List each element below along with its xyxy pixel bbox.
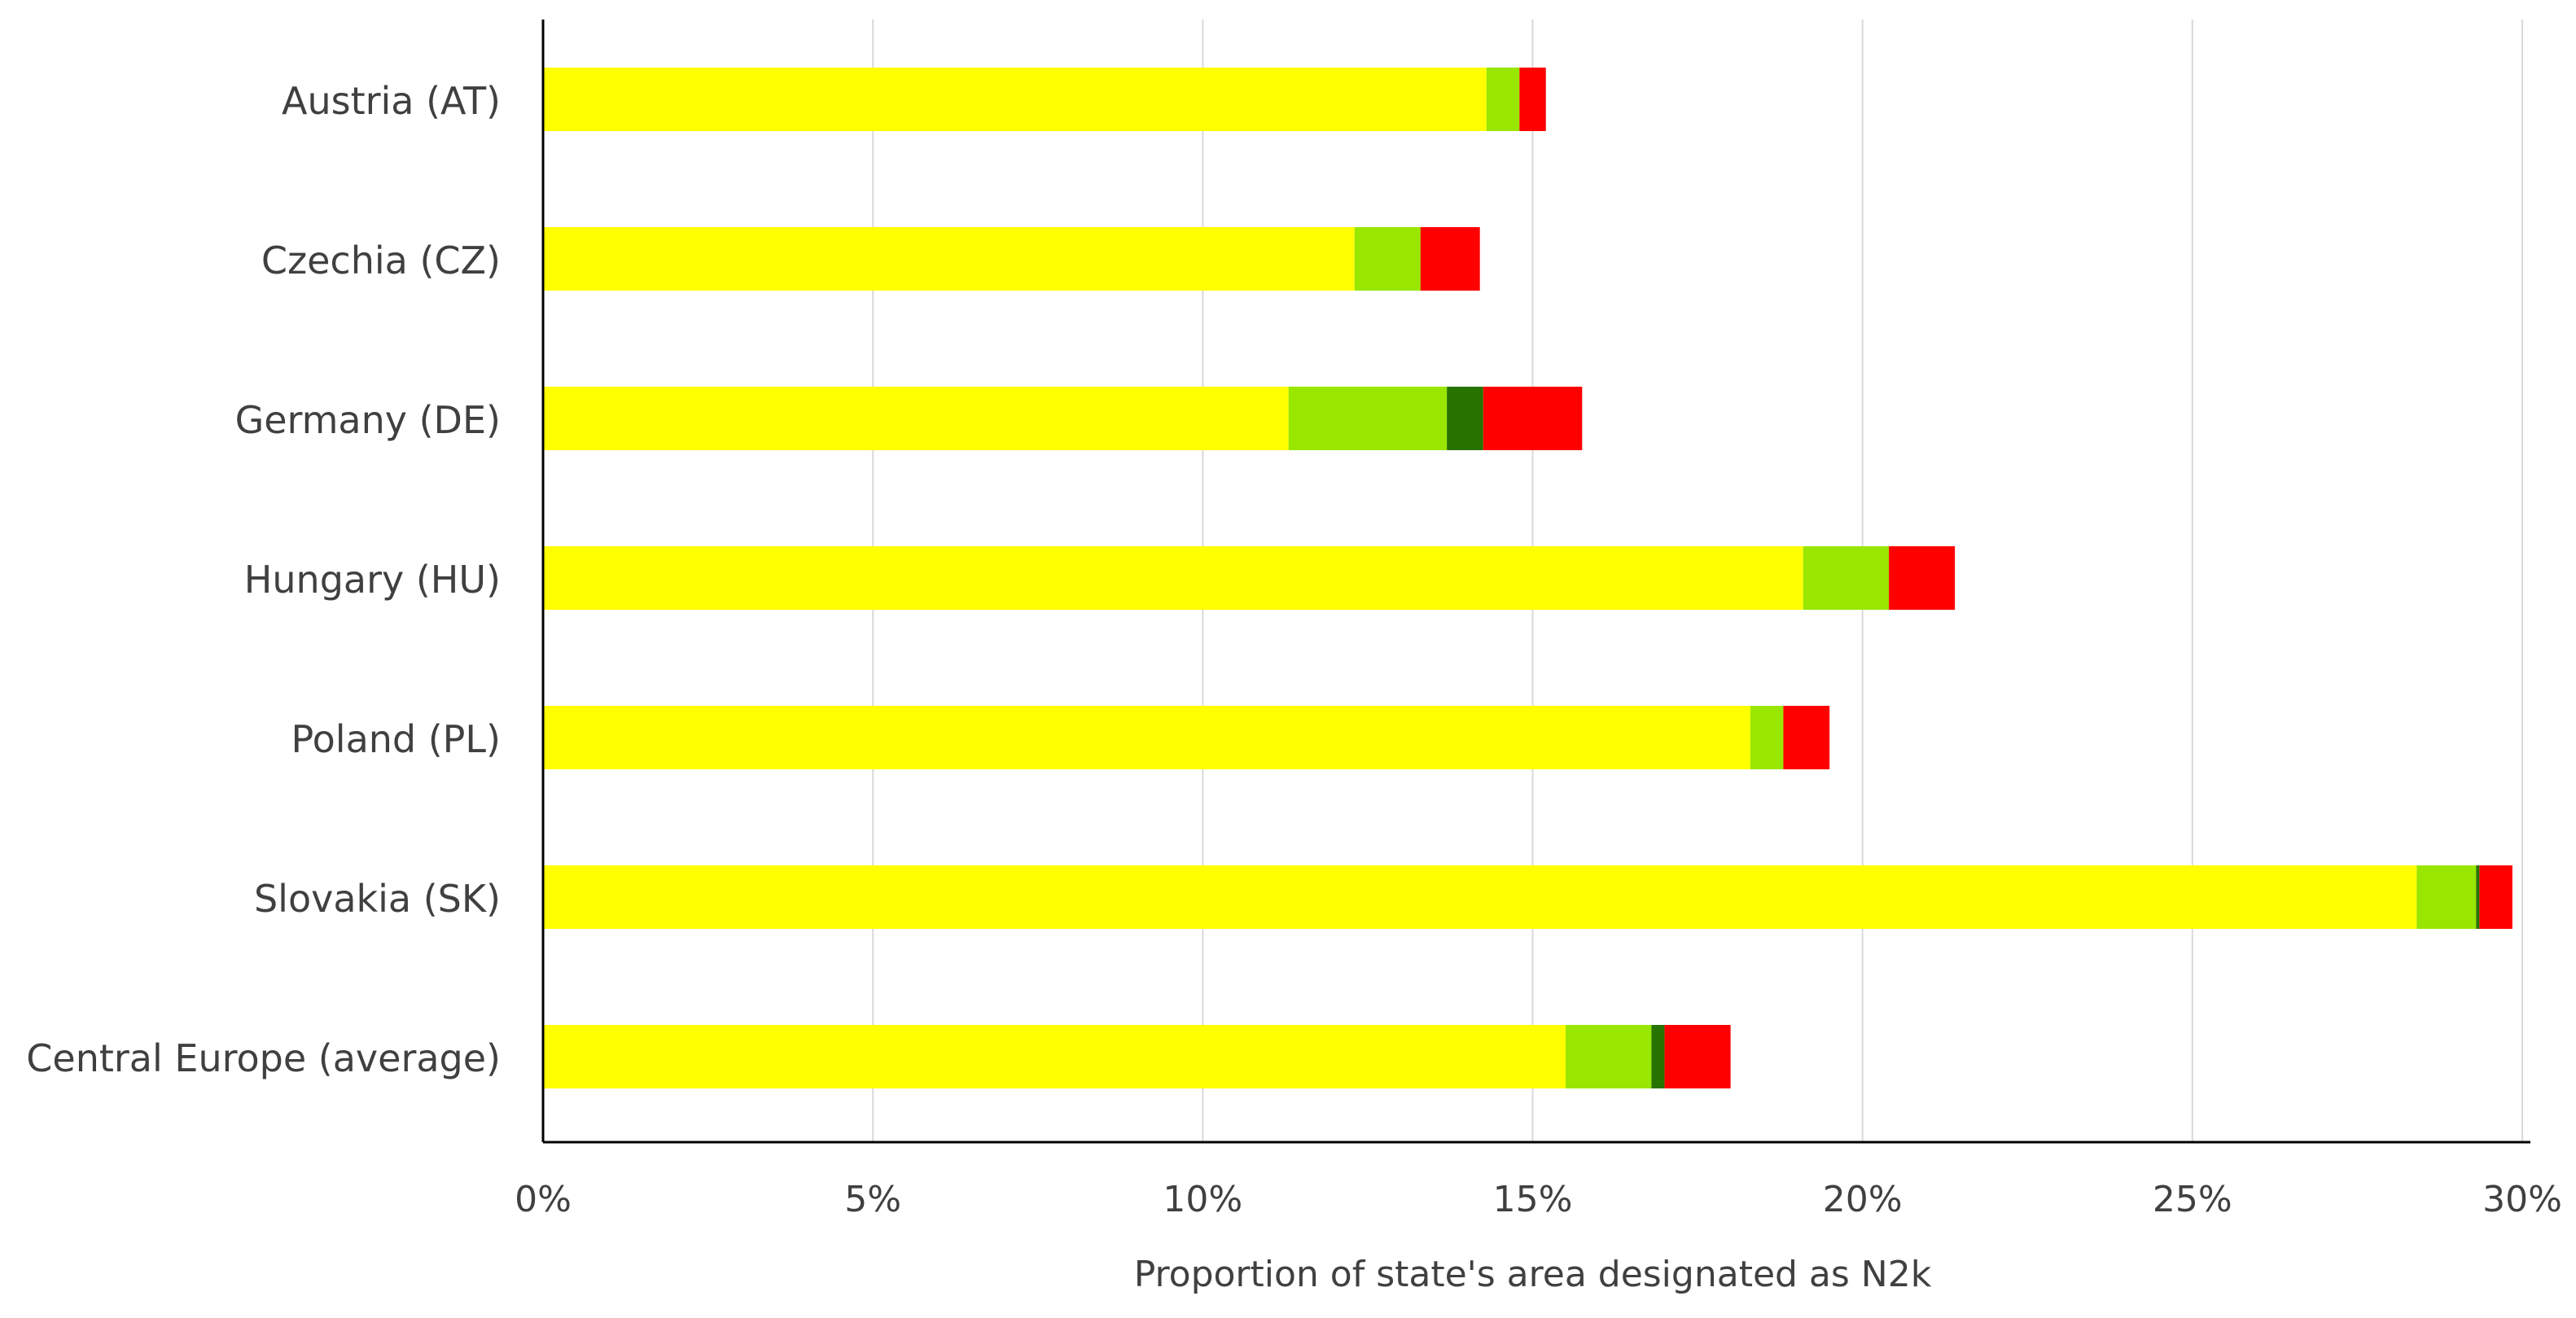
- bar-segment: [543, 68, 1487, 131]
- bar-segment: [1354, 227, 1421, 291]
- bar-segment: [2476, 865, 2480, 929]
- bar-segment: [1783, 706, 1830, 769]
- bar-segment: [1447, 387, 1483, 450]
- x-tick-label: 5%: [844, 1179, 901, 1220]
- bars: [543, 68, 2512, 1088]
- x-tick-label: 0%: [515, 1179, 572, 1220]
- x-axis-title: Proportion of state's area designated as…: [1134, 1254, 1932, 1295]
- axes: [541, 20, 2530, 1144]
- bar-segment: [543, 546, 1803, 610]
- category-label: Poland (PL): [291, 717, 501, 761]
- bar-segment: [543, 706, 1750, 769]
- x-tick-label: 20%: [1823, 1179, 1903, 1220]
- bar-segment: [1420, 227, 1480, 291]
- bar-segment: [1889, 546, 1956, 610]
- bar-segment: [1288, 387, 1448, 450]
- category-label: Czechia (CZ): [261, 239, 501, 282]
- bar-segment: [2416, 865, 2477, 929]
- x-tick-label: 30%: [2482, 1179, 2562, 1220]
- bar-segment: [1750, 706, 1784, 769]
- labels: Austria (AT) Czechia (CZ) Germany (DE) Hung…: [26, 79, 2562, 1295]
- bar-segment: [1483, 387, 1583, 450]
- bar-segment: [1566, 1025, 1652, 1088]
- category-label: Hungary (HU): [244, 558, 501, 602]
- x-tick-label: 10%: [1163, 1179, 1242, 1220]
- bar-segment: [1519, 68, 1546, 131]
- category-label: Germany (DE): [235, 398, 501, 442]
- x-tick-label: 25%: [2153, 1179, 2232, 1220]
- x-tick-label: 15%: [1493, 1179, 1573, 1220]
- category-label: Central Europe (average): [26, 1036, 501, 1080]
- bar-segment: [1486, 68, 1520, 131]
- bar-segment: [1803, 546, 1890, 610]
- category-label: Slovakia (SK): [254, 877, 501, 921]
- bar-segment: [543, 1025, 1566, 1088]
- category-label: Austria (AT): [282, 79, 501, 123]
- bar-segment: [543, 227, 1355, 291]
- bar-segment: [1664, 1025, 1731, 1088]
- bar-segment: [543, 865, 2417, 929]
- bar-segment: [1651, 1025, 1665, 1088]
- bar-segment: [2479, 865, 2512, 929]
- bar-segment: [543, 387, 1289, 450]
